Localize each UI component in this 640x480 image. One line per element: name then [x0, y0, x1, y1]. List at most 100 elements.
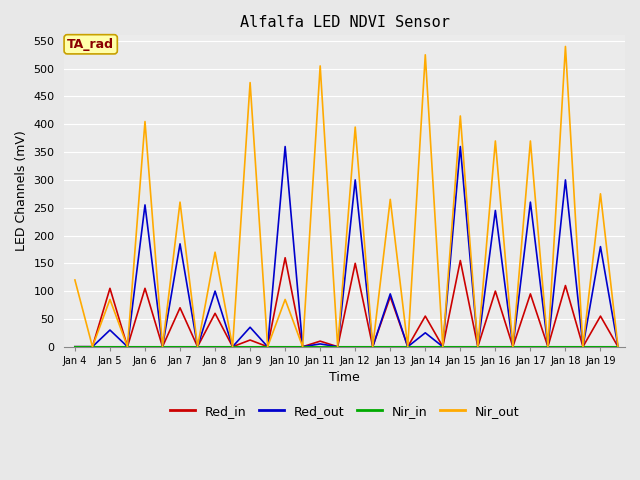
Nir_in — [141, 344, 149, 349]
Red_out — [404, 344, 412, 349]
Nir_out — [282, 297, 289, 302]
Nir_in — [264, 344, 271, 349]
Red_in — [264, 344, 271, 349]
Red_in — [596, 313, 604, 319]
Nir_in — [351, 344, 359, 349]
Nir_in — [282, 344, 289, 349]
Line: Nir_out: Nir_out — [75, 47, 618, 347]
Red_in — [71, 344, 79, 349]
Nir_out — [614, 344, 622, 349]
Line: Red_in: Red_in — [75, 258, 618, 347]
Nir_in — [228, 344, 236, 349]
Nir_in — [509, 344, 516, 349]
Nir_in — [334, 344, 342, 349]
Red_out — [71, 344, 79, 349]
Nir_in — [579, 344, 587, 349]
Red_out — [387, 291, 394, 297]
Nir_in — [176, 344, 184, 349]
Red_out — [299, 344, 307, 349]
Red_in — [527, 291, 534, 297]
Nir_out — [228, 344, 236, 349]
Red_in — [544, 344, 552, 349]
Nir_in — [159, 344, 166, 349]
Nir_out — [527, 138, 534, 144]
Nir_in — [299, 344, 307, 349]
Red_in — [194, 344, 202, 349]
Red_out — [194, 344, 202, 349]
Y-axis label: LED Channels (mV): LED Channels (mV) — [15, 131, 28, 252]
Nir_out — [492, 138, 499, 144]
Nir_out — [579, 344, 587, 349]
Nir_out — [246, 80, 254, 85]
Red_in — [316, 338, 324, 344]
Red_in — [369, 344, 376, 349]
Red_out — [596, 244, 604, 250]
Red_in — [456, 258, 464, 264]
Nir_out — [439, 344, 447, 349]
Nir_out — [106, 297, 114, 302]
Red_out — [509, 344, 516, 349]
Nir_out — [159, 344, 166, 349]
Red_out — [228, 344, 236, 349]
Red_out — [527, 199, 534, 205]
Nir_in — [474, 344, 482, 349]
Red_in — [422, 313, 429, 319]
Nir_out — [561, 44, 569, 49]
Red_out — [124, 344, 131, 349]
Nir_out — [141, 119, 149, 124]
Nir_in — [211, 344, 219, 349]
Red_out — [579, 344, 587, 349]
Red_out — [439, 344, 447, 349]
Red_in — [211, 311, 219, 316]
Red_in — [579, 344, 587, 349]
Nir_out — [124, 344, 131, 349]
Red_out — [176, 241, 184, 247]
Red_out — [159, 344, 166, 349]
Nir_in — [456, 344, 464, 349]
Red_in — [474, 344, 482, 349]
Nir_in — [106, 344, 114, 349]
Red_out — [334, 344, 342, 349]
Red_in — [141, 286, 149, 291]
Red_out — [561, 177, 569, 183]
Red_in — [387, 294, 394, 300]
Red_out — [369, 344, 376, 349]
Red_in — [439, 344, 447, 349]
Red_out — [211, 288, 219, 294]
Red_out — [264, 344, 271, 349]
Nir_out — [299, 344, 307, 349]
Red_out — [492, 208, 499, 214]
Red_out — [614, 344, 622, 349]
Red_in — [282, 255, 289, 261]
Nir_in — [387, 344, 394, 349]
Nir_in — [422, 344, 429, 349]
Nir_in — [544, 344, 552, 349]
Nir_in — [527, 344, 534, 349]
Nir_in — [439, 344, 447, 349]
Red_out — [282, 144, 289, 149]
Nir_out — [211, 249, 219, 255]
Legend: Red_in, Red_out, Nir_in, Nir_out: Red_in, Red_out, Nir_in, Nir_out — [164, 400, 525, 423]
Nir_out — [544, 344, 552, 349]
Red_in — [88, 344, 96, 349]
Text: TA_rad: TA_rad — [67, 38, 114, 51]
Red_out — [351, 177, 359, 183]
Nir_out — [474, 344, 482, 349]
Nir_out — [351, 124, 359, 130]
Nir_in — [614, 344, 622, 349]
Nir_out — [334, 344, 342, 349]
Red_in — [228, 344, 236, 349]
Red_out — [316, 341, 324, 347]
Nir_in — [71, 344, 79, 349]
Nir_out — [509, 344, 516, 349]
Nir_out — [71, 277, 79, 283]
Nir_in — [316, 344, 324, 349]
Red_in — [492, 288, 499, 294]
Red_out — [246, 324, 254, 330]
Nir_out — [176, 199, 184, 205]
Red_in — [334, 344, 342, 349]
Red_out — [544, 344, 552, 349]
Nir_out — [264, 344, 271, 349]
Red_in — [176, 305, 184, 311]
Red_in — [299, 344, 307, 349]
